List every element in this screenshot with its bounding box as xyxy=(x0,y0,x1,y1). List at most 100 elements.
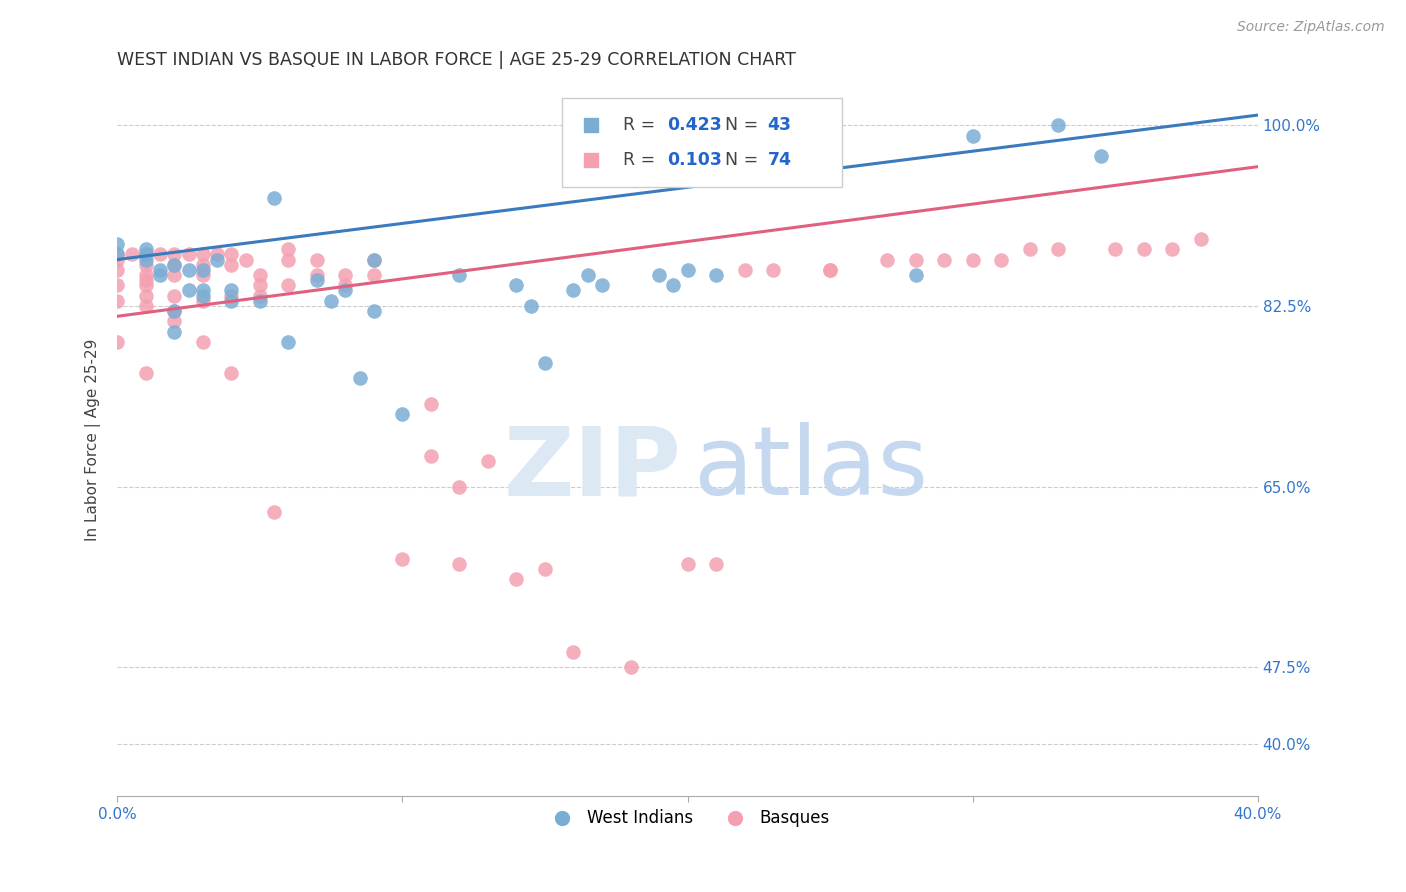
Point xyxy=(221,293,243,308)
Point xyxy=(305,268,328,282)
Point xyxy=(249,288,271,302)
Point xyxy=(135,242,157,256)
Point xyxy=(676,263,699,277)
Point xyxy=(934,252,956,267)
Point xyxy=(305,273,328,287)
Point xyxy=(277,242,299,256)
Point xyxy=(349,371,371,385)
Point xyxy=(305,252,328,267)
Point xyxy=(762,263,785,277)
Point xyxy=(449,268,471,282)
Text: 74: 74 xyxy=(768,152,792,169)
Point xyxy=(135,258,157,272)
Point xyxy=(904,252,927,267)
Text: N =: N = xyxy=(725,152,763,169)
Text: WEST INDIAN VS BASQUE IN LABOR FORCE | AGE 25-29 CORRELATION CHART: WEST INDIAN VS BASQUE IN LABOR FORCE | A… xyxy=(117,51,796,69)
Point xyxy=(205,252,228,267)
Legend: West Indians, Basques: West Indians, Basques xyxy=(538,803,837,834)
Point xyxy=(105,237,128,252)
Point xyxy=(135,252,157,267)
Point xyxy=(249,278,271,293)
Point xyxy=(235,252,257,267)
Point xyxy=(534,562,557,576)
Point xyxy=(105,247,128,261)
Point xyxy=(105,278,128,293)
FancyBboxPatch shape xyxy=(562,98,842,187)
Point xyxy=(105,335,128,350)
Point xyxy=(477,454,499,468)
Point xyxy=(505,278,527,293)
Point xyxy=(177,263,200,277)
Point xyxy=(205,247,228,261)
Point xyxy=(135,247,157,261)
Y-axis label: In Labor Force | Age 25-29: In Labor Force | Age 25-29 xyxy=(86,339,101,541)
Text: ZIP: ZIP xyxy=(503,422,682,515)
Point xyxy=(263,191,285,205)
Point xyxy=(818,263,841,277)
Point xyxy=(263,505,285,519)
Point xyxy=(177,284,200,298)
Text: 0.423: 0.423 xyxy=(666,116,721,134)
Point xyxy=(135,268,157,282)
Point xyxy=(449,479,471,493)
Point xyxy=(505,573,527,587)
Point xyxy=(1133,242,1156,256)
Point xyxy=(105,247,128,261)
Point xyxy=(105,252,128,267)
Point xyxy=(1047,119,1070,133)
Point xyxy=(135,273,157,287)
Point xyxy=(619,660,641,674)
Point xyxy=(990,252,1012,267)
Point xyxy=(191,293,214,308)
Point xyxy=(163,304,186,318)
Point xyxy=(1090,149,1112,163)
Point xyxy=(177,247,200,261)
Point xyxy=(676,557,699,571)
Point xyxy=(105,293,128,308)
Point xyxy=(135,366,157,380)
Point xyxy=(249,268,271,282)
Point xyxy=(363,268,385,282)
Point xyxy=(419,449,441,463)
Point xyxy=(962,252,984,267)
Point xyxy=(321,293,343,308)
Point xyxy=(562,284,585,298)
Point xyxy=(962,128,984,143)
Point xyxy=(734,263,756,277)
Point xyxy=(221,258,243,272)
Point xyxy=(1018,242,1040,256)
Point xyxy=(704,557,727,571)
Text: R =: R = xyxy=(623,152,661,169)
Point xyxy=(221,284,243,298)
Text: 43: 43 xyxy=(768,116,792,134)
Point xyxy=(562,645,585,659)
Point xyxy=(135,299,157,313)
Point xyxy=(121,247,143,261)
Point xyxy=(163,325,186,339)
Point xyxy=(391,551,413,566)
Point xyxy=(191,263,214,277)
Point xyxy=(163,314,186,328)
Point xyxy=(335,284,357,298)
Point xyxy=(191,258,214,272)
Point xyxy=(249,293,271,308)
Point xyxy=(704,268,727,282)
Point xyxy=(163,258,186,272)
Point xyxy=(191,284,214,298)
Point xyxy=(149,247,172,261)
Point xyxy=(363,304,385,318)
Point xyxy=(105,263,128,277)
Text: 0.103: 0.103 xyxy=(666,152,721,169)
Point xyxy=(363,252,385,267)
Point xyxy=(163,288,186,302)
Point xyxy=(135,247,157,261)
Point xyxy=(1047,242,1070,256)
Point xyxy=(648,268,671,282)
Point xyxy=(335,268,357,282)
Point xyxy=(277,278,299,293)
Point xyxy=(221,366,243,380)
Point xyxy=(876,252,898,267)
Point xyxy=(1104,242,1126,256)
Point xyxy=(191,268,214,282)
Point xyxy=(277,335,299,350)
